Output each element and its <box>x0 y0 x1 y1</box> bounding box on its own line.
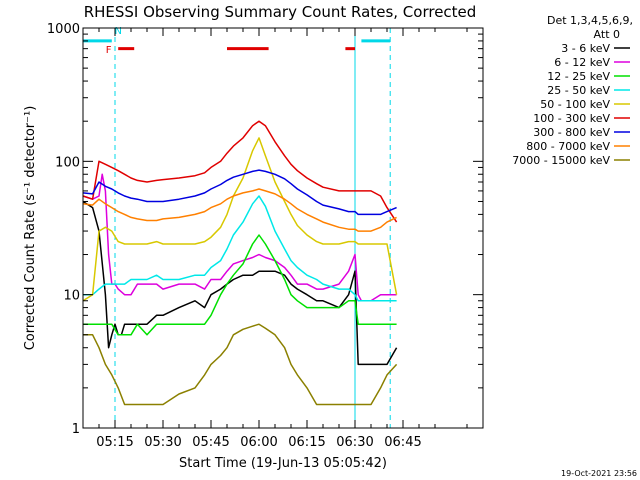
x-tick-label: 05:15 <box>96 435 133 450</box>
series-line-6 <box>82 169 397 216</box>
y-axis-label: Corrected Count Rate (s⁻¹ detector⁻¹) <box>23 106 38 351</box>
x-tick-label: 06:45 <box>384 435 421 450</box>
series-line-7 <box>82 188 397 232</box>
x-tick-label: 05:30 <box>144 435 181 450</box>
y-tick-label: 1 <box>72 422 80 437</box>
series-line-4 <box>82 137 398 302</box>
x-axis-label: Start Time (19-Jun-13 05:05:42) <box>179 456 387 471</box>
series-line-3 <box>83 195 397 302</box>
footer-date: 19-Oct-2021 23:56 <box>561 469 637 478</box>
legend-label-0: 3 - 6 keV <box>561 42 610 55</box>
x-tick-label: 06:15 <box>288 435 325 450</box>
legend-label-3: 25 - 50 keV <box>547 84 610 97</box>
annotation-n: N <box>114 26 121 37</box>
plot-marks: NF <box>82 26 398 428</box>
legend-label-1: 6 - 12 keV <box>554 56 610 69</box>
x-axis-ticks: 05:15 05:30 05:45 06:00 06:15 06:30 06:45 <box>96 28 468 450</box>
x-tick-label: 06:30 <box>336 435 373 450</box>
y-tick-label: 10 <box>63 289 80 304</box>
legend-title-line-1: Det 1,3,4,5,6,9, <box>547 14 633 27</box>
chart-title: RHESSI Observing Summary Count Rates, Co… <box>84 3 477 21</box>
plot-frame <box>82 27 484 429</box>
legend-label-6: 300 - 800 keV <box>533 126 610 139</box>
legend-label-2: 12 - 25 keV <box>547 70 610 83</box>
x-tick-label: 06:00 <box>240 435 277 450</box>
y-tick-label: 100 <box>55 155 80 170</box>
series-line-8 <box>83 323 398 406</box>
x-tick-label: 05:45 <box>192 435 229 450</box>
legend-label-8: 7000 - 15000 keV <box>512 154 610 167</box>
legend-title-line-2: Att 0 <box>594 28 620 41</box>
y-axis-ticks: 1 10 100 1000 <box>47 22 483 437</box>
series-line-2 <box>83 234 397 336</box>
y-tick-label: 1000 <box>47 22 80 37</box>
annotation-f: F <box>106 45 112 56</box>
legend-label-7: 800 - 7000 keV <box>526 140 610 153</box>
legend-label-4: 50 - 100 keV <box>540 98 610 111</box>
legend-label-5: 100 - 300 keV <box>533 112 610 125</box>
series-line-5 <box>82 120 398 223</box>
